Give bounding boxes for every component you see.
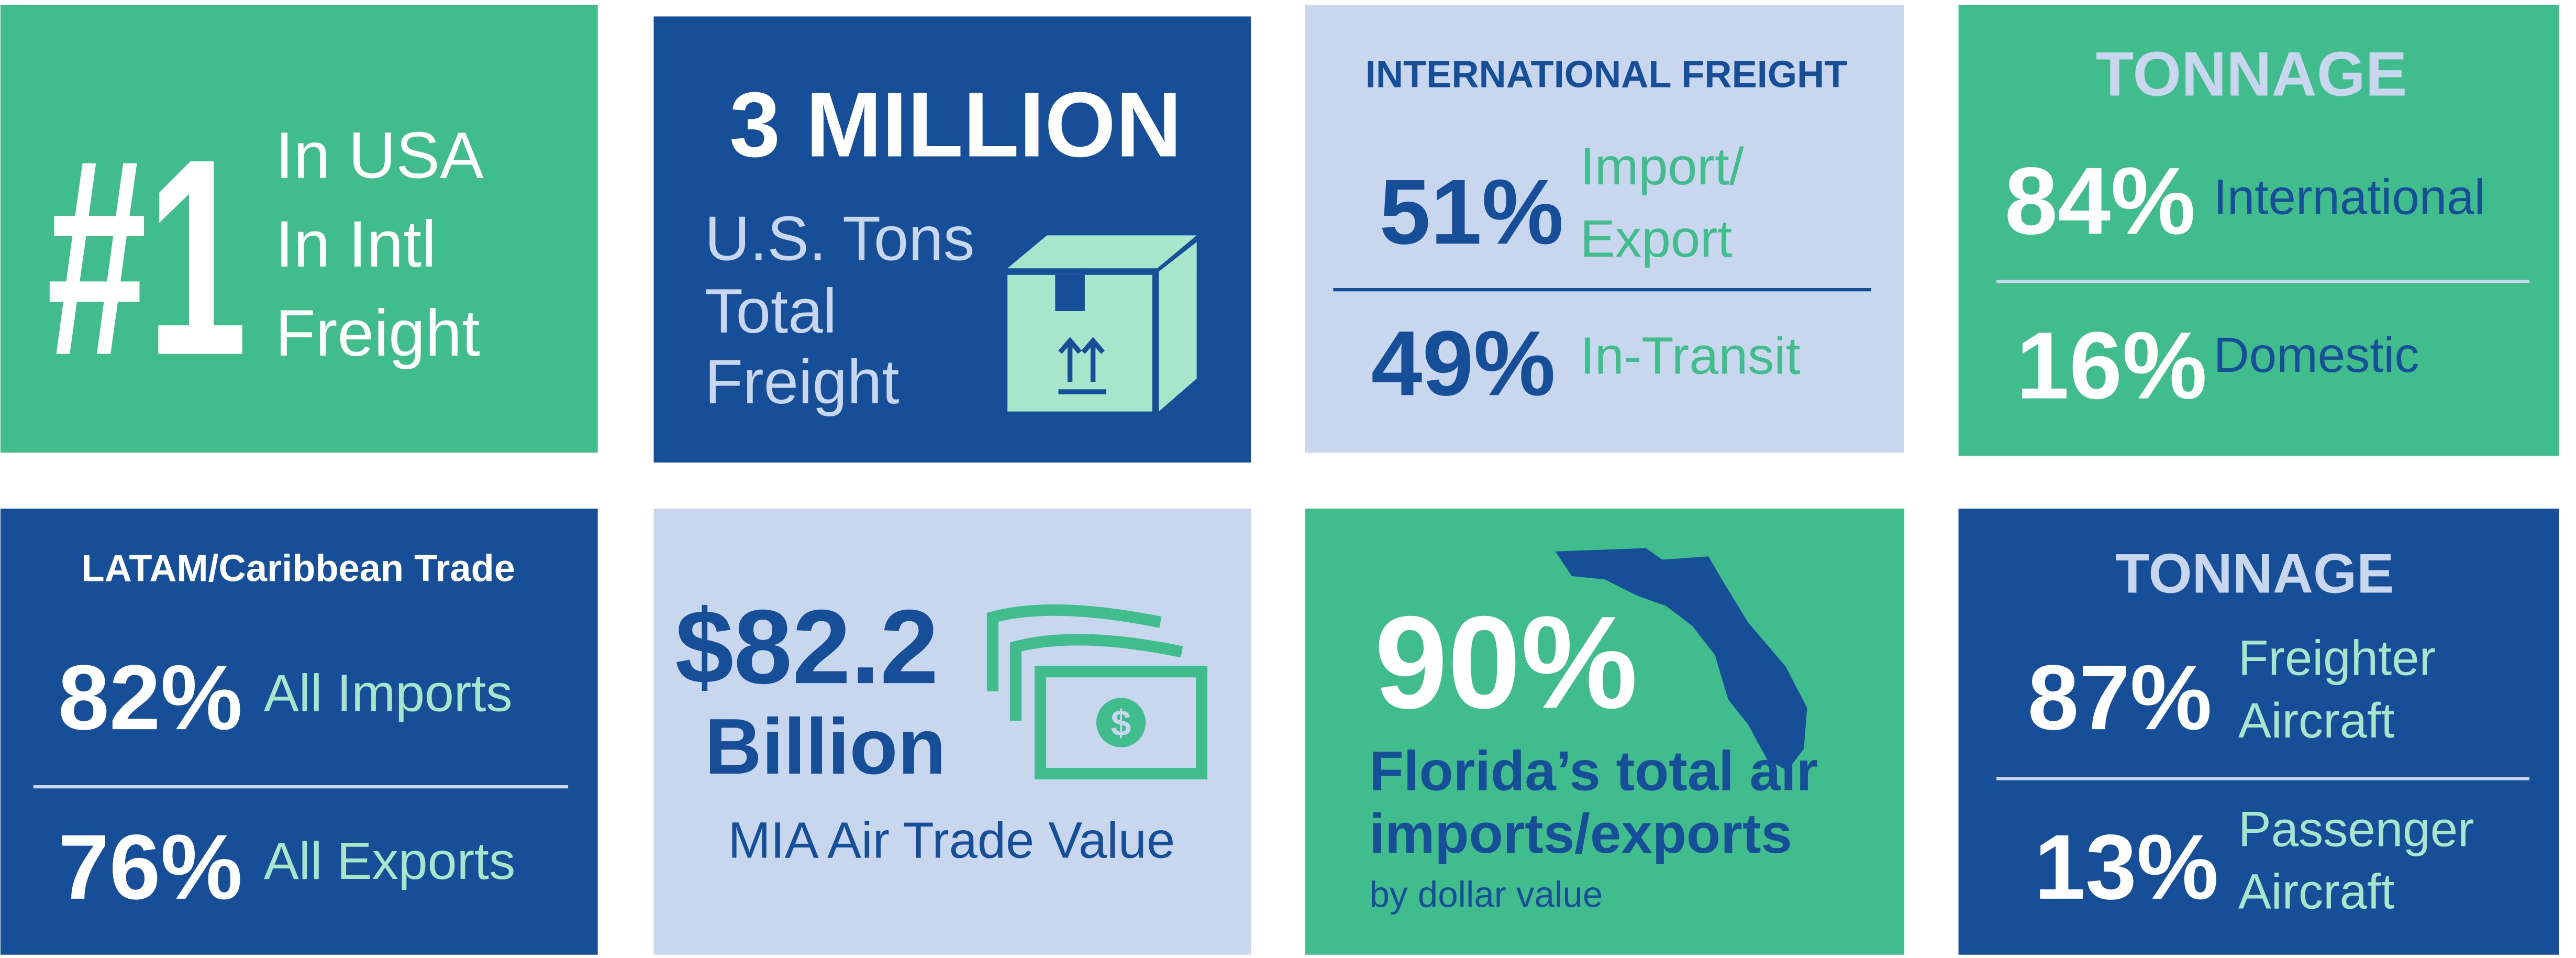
tile <box>1305 5 1904 453</box>
box-icon <box>1007 235 1197 412</box>
line: Freight <box>705 347 900 417</box>
stat-label: Aircraft <box>2238 864 2395 919</box>
caption: MIA Air Trade Value <box>728 811 1175 868</box>
stat-label: All Exports <box>264 832 516 890</box>
line: imports/exports <box>1370 802 1792 865</box>
line: In USA <box>275 118 484 192</box>
florida-icon <box>1555 548 1807 770</box>
stat-value: 82% <box>58 646 242 749</box>
tile-title: TONNAGE <box>2096 39 2407 109</box>
line: Freight <box>275 296 480 370</box>
stat-value: 49% <box>1371 312 1556 415</box>
stat-label: Import/ <box>1580 137 1744 196</box>
line: Total <box>705 277 837 346</box>
line: Billion <box>705 702 946 790</box>
stat-label: Export <box>1580 210 1733 268</box>
stat-value: 13% <box>2034 816 2218 919</box>
caption: by dollar value <box>1370 874 1603 915</box>
stat-label: Aircraft <box>2238 693 2395 748</box>
stat-label: Domestic <box>2214 327 2419 382</box>
stat-label: Passenger <box>2238 801 2474 856</box>
stat-value: 84% <box>2005 147 2196 254</box>
money-icon: $ <box>986 604 1208 780</box>
svg-text:$: $ <box>1111 703 1131 744</box>
stat-value: 16% <box>2016 312 2207 419</box>
tile <box>1958 509 2559 955</box>
tile-title: LATAM/Caribbean Trade <box>81 547 515 589</box>
headline: 90% <box>1374 589 1638 736</box>
stat-value: 87% <box>2028 646 2212 749</box>
stat-label: International <box>2214 170 2485 225</box>
tile <box>0 509 598 955</box>
tile <box>0 5 598 453</box>
line: In Intl <box>275 207 436 281</box>
stat-value: 76% <box>58 816 242 919</box>
stat-label: In-Transit <box>1580 326 1801 385</box>
headline: 3 MILLION <box>729 74 1182 177</box>
stat-value: 51% <box>1379 161 1563 263</box>
line: U.S. Tons <box>705 204 974 274</box>
tile <box>1958 5 2559 456</box>
tile-title: INTERNATIONAL FREIGHT <box>1365 54 1848 96</box>
headline: $82.2 <box>675 588 938 706</box>
line: Florida’s total air <box>1370 739 1818 802</box>
stat-label: Freighter <box>2238 630 2436 685</box>
stat-label: All Imports <box>264 664 513 723</box>
tile-title: TONNAGE <box>2115 542 2394 604</box>
headline: #1 <box>47 101 247 414</box>
